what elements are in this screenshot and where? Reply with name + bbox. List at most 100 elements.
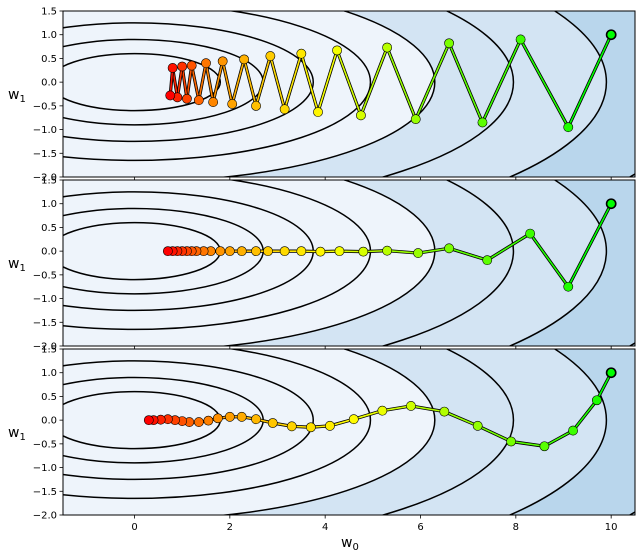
data-point [605, 367, 617, 379]
contour-fill-band [63, 349, 435, 515]
data-point [263, 246, 273, 257]
y-tick-label: −0.5 [33, 270, 57, 281]
y-tick-label: −2.0 [33, 511, 57, 522]
path-segment [414, 42, 450, 120]
data-point [472, 420, 483, 431]
contour-line [507, 349, 608, 515]
data-point [605, 198, 617, 210]
data-point [203, 415, 214, 426]
data-point [377, 405, 388, 416]
data-point [348, 414, 359, 425]
data-point [213, 413, 223, 424]
y-tick-label: 1.5 [41, 176, 57, 187]
data-point [217, 56, 228, 67]
data-point [325, 420, 335, 431]
path-segment [283, 52, 303, 110]
y-tick-label: −1.5 [33, 487, 57, 498]
axes-frame [62, 10, 636, 178]
data-point [167, 63, 178, 73]
x-tick-label: 2 [227, 522, 233, 533]
axes-frame [62, 179, 636, 347]
y-tick-label: −0.5 [33, 439, 57, 450]
x-axis-label: w0 [341, 535, 359, 553]
y-tick-label: −1.0 [33, 294, 57, 305]
path-segment [386, 46, 417, 120]
path-segment [198, 62, 207, 101]
path-segment [386, 249, 419, 254]
data-point [177, 61, 188, 72]
x-tick-label: 0 [131, 522, 137, 533]
y-tick-label: 1.0 [41, 199, 57, 210]
y-axis-label: w1 [8, 87, 26, 105]
path-segment [360, 46, 388, 117]
path-segment [567, 33, 612, 128]
x-tick-label: 10 [605, 522, 618, 533]
y-tick-label: 0.5 [41, 54, 57, 65]
contour-line [380, 349, 515, 515]
path-segment [352, 409, 384, 420]
path-segment [510, 440, 546, 448]
path-segment [181, 65, 188, 100]
path-segment [221, 60, 234, 105]
y-tick-label: 0.5 [41, 223, 57, 234]
y-axis-label: w1 [8, 256, 26, 274]
panel-3: −2.0 −1.5 −1.0 −0.5 0.0 0.5 1.0 1.5 0 2 4 6 8 10 w1 w0 [8, 345, 636, 553]
data-point [591, 395, 602, 406]
data-point [208, 97, 219, 107]
data-point [165, 90, 176, 101]
data-point [563, 122, 574, 133]
data-point [186, 60, 197, 71]
path-segment [417, 247, 450, 254]
y-tick-label: 0.0 [41, 78, 57, 89]
data-point [315, 246, 326, 257]
data-point [568, 425, 578, 436]
y-tick-label: 1.0 [41, 30, 57, 41]
data-point [251, 414, 261, 425]
data-point [236, 411, 247, 422]
path-segment [486, 232, 531, 261]
data-point [382, 245, 393, 256]
data-point [267, 418, 278, 428]
data-point [439, 406, 450, 417]
path-segment [567, 202, 612, 288]
data-point [296, 246, 307, 257]
contour-line [63, 349, 372, 500]
data-point [313, 107, 323, 117]
path-segment [529, 232, 570, 288]
data-point [201, 58, 211, 69]
y-tick-label: −2.0 [33, 173, 57, 184]
path-segment [481, 38, 522, 124]
y-axis-label: w1 [8, 425, 26, 443]
contour-line [63, 52, 222, 112]
contour-line [63, 11, 372, 162]
contour-fill-band [63, 11, 435, 177]
data-point [605, 29, 617, 41]
path-segment [212, 60, 224, 103]
y-tick-label: 0.5 [41, 392, 57, 403]
path-segment [190, 64, 200, 101]
y-tick-label: −1.5 [33, 149, 57, 160]
data-point [182, 93, 192, 104]
path-segment [572, 399, 598, 432]
data-point [143, 415, 154, 426]
path-segment [205, 62, 214, 103]
data-point [444, 243, 454, 254]
data-point [444, 38, 454, 49]
data-point [515, 34, 526, 45]
y-tick-label: −1.5 [33, 318, 57, 329]
data-point [279, 246, 290, 257]
data-point [227, 99, 238, 109]
data-point [305, 422, 316, 433]
x-tick-label: 6 [417, 522, 423, 533]
data-point [215, 246, 226, 257]
y-tick-label: 1.5 [41, 7, 57, 18]
data-point [193, 417, 204, 427]
data-point [193, 95, 204, 106]
y-tick-label: −2.0 [33, 342, 57, 353]
data-point [506, 436, 516, 447]
plot-area [63, 11, 635, 177]
data-point [162, 246, 173, 257]
contour-line [380, 180, 515, 346]
data-point [477, 117, 488, 128]
